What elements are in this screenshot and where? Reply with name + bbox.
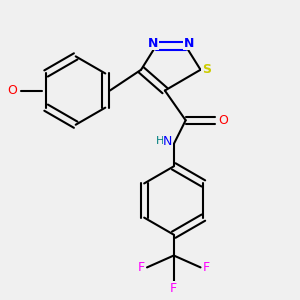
Text: N: N [184,37,194,50]
Text: N: N [148,37,158,50]
Text: H: H [156,136,165,146]
Text: S: S [202,63,211,76]
Text: N: N [163,135,172,148]
Text: O: O [218,114,228,127]
Text: F: F [170,282,177,295]
Text: F: F [137,261,145,274]
Text: F: F [203,261,210,274]
Text: O: O [7,84,17,97]
